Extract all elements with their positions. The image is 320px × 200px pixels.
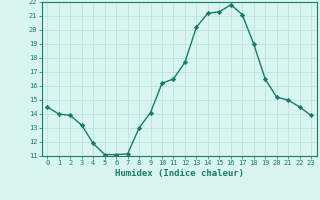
X-axis label: Humidex (Indice chaleur): Humidex (Indice chaleur)	[115, 169, 244, 178]
